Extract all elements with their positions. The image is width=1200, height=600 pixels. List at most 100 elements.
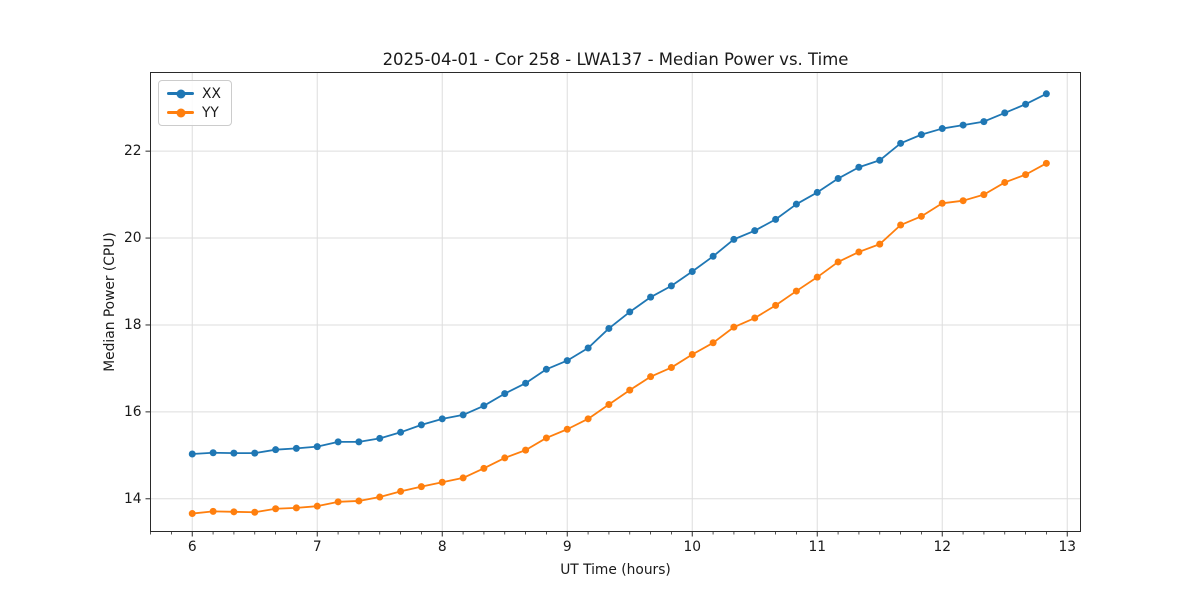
- data-point: [1001, 109, 1009, 117]
- data-point: [542, 434, 550, 442]
- y-tick-label: 14: [124, 491, 142, 507]
- data-point: [501, 454, 509, 462]
- y-ticks: 14 16 18 20 22: [124, 143, 151, 507]
- data-point: [209, 449, 217, 457]
- data-point: [813, 188, 821, 196]
- data-point: [959, 121, 967, 129]
- x-tick-label: 11: [808, 539, 826, 555]
- data-point: [355, 438, 363, 446]
- data-point: [355, 497, 363, 505]
- data-point: [709, 252, 717, 260]
- data-point: [501, 390, 509, 398]
- data-point: [292, 444, 300, 452]
- data-point: [772, 215, 780, 223]
- x-ticks: 6 7 8 9 10 11 12 13: [188, 531, 1076, 555]
- x-axis-label: UT Time (hours): [560, 562, 671, 578]
- data-point: [792, 287, 800, 295]
- legend-label-yy: YY: [202, 104, 219, 121]
- data-point: [1042, 159, 1050, 167]
- data-point: [334, 498, 342, 506]
- x-tick-label: 13: [1058, 539, 1076, 555]
- data-point: [897, 221, 905, 229]
- data-point: [522, 379, 530, 387]
- data-point: [376, 493, 384, 501]
- x-tick-label: 6: [188, 539, 197, 555]
- data-point: [397, 487, 405, 495]
- legend-dot-icon: [176, 89, 185, 98]
- data-point: [667, 364, 675, 372]
- data-point: [813, 273, 821, 281]
- y-tick-label: 16: [124, 404, 142, 420]
- data-point: [876, 240, 884, 248]
- data-point: [605, 324, 613, 332]
- x-tick-label: 10: [683, 539, 701, 555]
- data-point: [251, 508, 259, 516]
- data-point: [563, 357, 571, 365]
- data-point: [792, 200, 800, 208]
- data-point: [438, 478, 446, 486]
- data-point: [272, 446, 280, 454]
- legend: XX YY: [158, 80, 232, 126]
- data-point: [917, 212, 925, 220]
- data-point: [438, 415, 446, 423]
- y-tick-label: 20: [124, 230, 142, 246]
- data-point: [855, 163, 863, 171]
- data-point: [876, 156, 884, 164]
- series-line-xx: [191, 92, 1048, 455]
- data-point: [667, 282, 675, 290]
- data-point: [917, 131, 925, 139]
- data-point: [834, 175, 842, 183]
- data-point: [959, 197, 967, 205]
- data-point: [459, 474, 467, 482]
- data-point: [251, 449, 259, 457]
- data-point: [751, 314, 759, 322]
- data-point: [897, 139, 905, 147]
- data-point: [313, 502, 321, 510]
- series-points-yy: [188, 159, 1050, 518]
- data-point: [480, 402, 488, 410]
- y-axis-label: Median Power (CPU): [102, 232, 118, 372]
- x-minor-ticks: [150, 531, 1047, 535]
- data-point: [376, 434, 384, 442]
- data-point: [417, 483, 425, 491]
- data-point: [313, 443, 321, 451]
- data-point: [1022, 171, 1030, 179]
- data-point: [626, 386, 634, 394]
- data-point: [834, 258, 842, 266]
- data-point: [522, 446, 530, 454]
- data-point: [584, 344, 592, 352]
- legend-item-yy: YY: [167, 104, 221, 121]
- x-tick-label: 12: [933, 539, 951, 555]
- data-point: [688, 351, 696, 359]
- legend-line-marker-icon: [167, 108, 194, 117]
- x-tick-label: 8: [438, 539, 447, 555]
- data-point: [626, 308, 634, 316]
- data-point: [334, 438, 342, 446]
- data-point: [938, 199, 946, 207]
- data-point: [1001, 178, 1009, 186]
- data-point: [730, 235, 738, 243]
- data-point: [730, 323, 738, 331]
- y-tick-label: 22: [124, 143, 142, 159]
- data-point: [397, 428, 405, 436]
- legend-label-xx: XX: [202, 85, 221, 102]
- data-point: [688, 268, 696, 276]
- legend-dot-icon: [176, 108, 185, 117]
- data-point: [605, 400, 613, 408]
- series-line-yy: [191, 162, 1048, 515]
- data-point: [188, 510, 196, 518]
- legend-item-xx: XX: [167, 85, 221, 102]
- data-point: [980, 191, 988, 199]
- data-point: [1042, 90, 1050, 98]
- data-point: [209, 507, 217, 515]
- data-point: [230, 508, 238, 516]
- data-point: [1022, 100, 1030, 108]
- data-point: [188, 450, 196, 458]
- series-points-xx: [188, 90, 1050, 458]
- data-point: [272, 505, 280, 513]
- data-point: [938, 125, 946, 133]
- x-tick-label: 9: [563, 539, 572, 555]
- data-point: [751, 227, 759, 235]
- data-point: [459, 411, 467, 419]
